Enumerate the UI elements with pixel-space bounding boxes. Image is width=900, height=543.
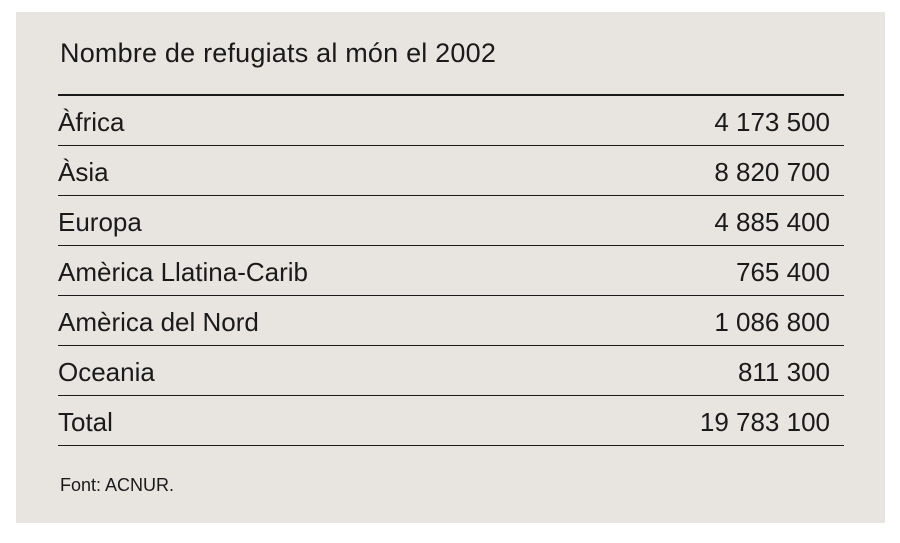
source-note: Font: ACNUR. [60, 475, 175, 495]
table-row-north-america: Amèrica del Nord 1 086 800 [58, 296, 844, 346]
row-label: Àsia [58, 156, 109, 187]
row-label: Total [58, 406, 113, 437]
refugee-table-panel: Nombre de refugiats al món el 2002 Àfric… [16, 12, 885, 523]
row-label: Europa [58, 206, 142, 237]
table-row-total: Total 19 783 100 [58, 396, 844, 446]
table-row-latin-america: Amèrica Llatina-Carib 765 400 [58, 246, 844, 296]
row-value: 8 820 700 [714, 156, 830, 187]
row-value: 19 783 100 [699, 406, 830, 437]
table-top-rule [58, 94, 844, 96]
row-value: 4 173 500 [714, 106, 830, 137]
table-row-africa: Àfrica 4 173 500 [58, 96, 844, 146]
table-title: Nombre de refugiats al món el 2002 [60, 38, 497, 68]
row-value: 1 086 800 [714, 306, 830, 337]
refugee-table: Àfrica 4 173 500 Àsia 8 820 700 Europa 4… [58, 94, 844, 446]
table-row-asia: Àsia 8 820 700 [58, 146, 844, 196]
row-label: Amèrica Llatina-Carib [58, 256, 308, 287]
row-label: Amèrica del Nord [58, 306, 259, 337]
row-value: 811 300 [737, 356, 830, 387]
row-value: 765 400 [736, 256, 830, 287]
table-row-oceania: Oceania 811 300 [58, 346, 844, 396]
row-label: Oceania [58, 356, 155, 387]
row-value: 4 885 400 [714, 206, 830, 237]
table-row-europe: Europa 4 885 400 [58, 196, 844, 246]
row-label: Àfrica [58, 106, 125, 137]
